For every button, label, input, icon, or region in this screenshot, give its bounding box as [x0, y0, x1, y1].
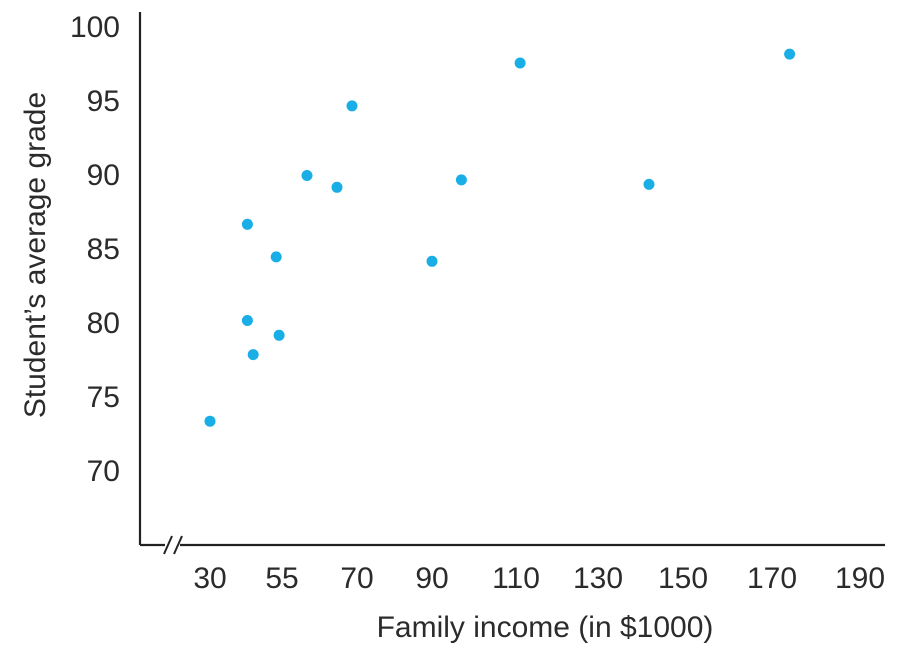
data-point: [241, 218, 253, 230]
x-axis-title: Family income (in $1000): [377, 611, 714, 644]
y-tick-label: 90: [87, 159, 120, 192]
data-points: [204, 48, 796, 427]
x-tick-label: 190: [835, 562, 885, 595]
data-point: [514, 57, 526, 69]
y-axis-title: Student’s average grade: [19, 92, 52, 418]
x-tick-label: 90: [415, 562, 448, 595]
x-tick-label: 150: [658, 562, 708, 595]
data-point: [241, 315, 253, 326]
x-tick-labels: 30 55 70 90 110 130 150 170 190: [193, 562, 885, 595]
y-tick-labels: 100 95 90 85 80 75 70: [70, 11, 120, 488]
data-point: [643, 178, 655, 190]
data-point: [270, 251, 282, 263]
data-point: [426, 255, 438, 267]
axis-break-mark: [163, 535, 173, 555]
axes: [138, 12, 885, 555]
y-tick-label: 85: [87, 233, 120, 266]
x-tick-label: 70: [340, 562, 373, 595]
y-tick-label: 70: [87, 455, 120, 488]
axis-break-mark: [173, 535, 183, 555]
x-tick-label: 30: [193, 562, 226, 595]
data-point: [331, 181, 343, 193]
data-point: [784, 48, 796, 60]
data-point: [301, 170, 313, 181]
x-tick-label: 130: [573, 562, 623, 595]
y-tick-label: 100: [70, 11, 120, 44]
data-point: [247, 349, 259, 361]
data-point: [346, 100, 358, 112]
data-point: [204, 415, 216, 427]
x-tick-label: 170: [747, 562, 797, 595]
x-tick-label: 55: [265, 562, 298, 595]
data-point: [273, 329, 285, 341]
y-tick-label: 80: [87, 307, 120, 340]
x-tick-label: 110: [492, 562, 540, 595]
y-tick-label: 75: [87, 381, 120, 414]
data-point: [455, 174, 467, 186]
y-tick-label: 95: [87, 85, 120, 118]
